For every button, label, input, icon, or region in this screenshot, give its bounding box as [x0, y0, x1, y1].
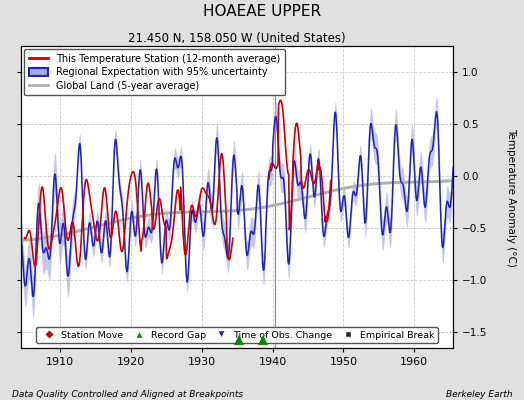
Text: Berkeley Earth: Berkeley Earth	[446, 390, 512, 399]
Y-axis label: Temperature Anomaly (°C): Temperature Anomaly (°C)	[506, 128, 516, 266]
Text: Data Quality Controlled and Aligned at Breakpoints: Data Quality Controlled and Aligned at B…	[12, 390, 243, 399]
Legend: Station Move, Record Gap, Time of Obs. Change, Empirical Break: Station Move, Record Gap, Time of Obs. C…	[36, 327, 438, 343]
Text: HOAEAE UPPER: HOAEAE UPPER	[203, 4, 321, 19]
Title: 21.450 N, 158.050 W (United States): 21.450 N, 158.050 W (United States)	[128, 32, 346, 45]
